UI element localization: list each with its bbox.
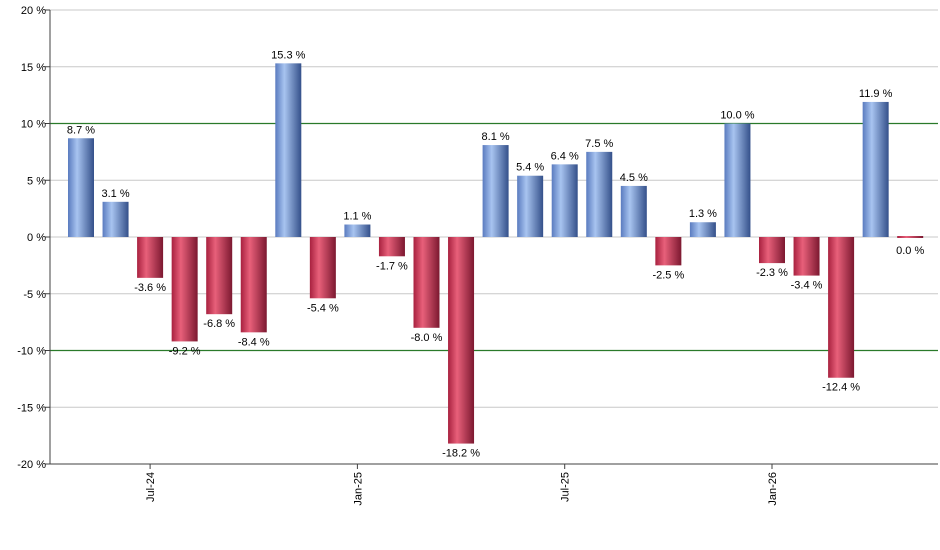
data-label: 10.0 % bbox=[720, 110, 754, 122]
data-label: 3.1 % bbox=[101, 188, 129, 200]
bar-negative bbox=[413, 237, 440, 328]
data-label: -3.4 % bbox=[791, 280, 823, 292]
data-label: 1.1 % bbox=[343, 211, 371, 223]
data-label: -18.2 % bbox=[442, 448, 480, 460]
x-tick-label: Jan-26 bbox=[767, 472, 779, 506]
bar-positive bbox=[68, 138, 94, 237]
bar-negative bbox=[171, 237, 198, 342]
x-tick-label: Jan-25 bbox=[352, 472, 364, 506]
bar-negative bbox=[448, 237, 475, 444]
bars-layer: 8.7 % 3.1 % -3.6 % -9.2 % -6.8 %-8.4 % 15.3 %… bbox=[67, 49, 925, 459]
data-label: 4.5 % bbox=[620, 172, 648, 184]
data-label: 1.3 % bbox=[689, 208, 717, 220]
bar-negative bbox=[793, 237, 820, 276]
data-label: -1.7 % bbox=[376, 260, 408, 272]
bar-positive bbox=[275, 63, 302, 237]
bar-negative bbox=[828, 237, 855, 378]
bar-negative bbox=[206, 237, 233, 315]
data-label: 5.4 % bbox=[516, 162, 544, 174]
data-label: -3.6 % bbox=[134, 282, 166, 294]
data-label: -6.8 % bbox=[203, 318, 235, 330]
bar-negative bbox=[137, 237, 164, 278]
data-label: 11.9 % bbox=[859, 88, 893, 100]
bar-positive bbox=[862, 101, 889, 237]
y-tick-label: -10 % bbox=[17, 346, 46, 358]
y-tick-label: 20 % bbox=[21, 5, 46, 17]
bar-negative bbox=[897, 236, 924, 238]
bar-positive bbox=[689, 222, 716, 237]
bar-positive bbox=[586, 151, 613, 237]
bar-negative bbox=[759, 237, 785, 264]
y-tick-label: -20 % bbox=[17, 459, 46, 471]
data-label: 15.3 % bbox=[271, 49, 305, 61]
bar-positive bbox=[517, 175, 544, 237]
data-label: 8.1 % bbox=[482, 131, 510, 143]
y-tick-label: -15 % bbox=[17, 402, 46, 414]
data-label: -8.0 % bbox=[411, 332, 443, 344]
bar-positive bbox=[344, 224, 371, 237]
y-tick-label: 15 % bbox=[21, 62, 46, 74]
x-tick-label: Jul-25 bbox=[560, 472, 572, 502]
bar-positive bbox=[620, 185, 647, 237]
x-tick-label: Jul-24 bbox=[145, 472, 157, 502]
data-label: -9.2 % bbox=[169, 345, 201, 357]
data-label: -5.4 % bbox=[307, 302, 339, 314]
bar-positive bbox=[482, 145, 509, 237]
bar-positive bbox=[724, 123, 751, 237]
y-tick-label: 5 % bbox=[27, 175, 46, 187]
bar-negative bbox=[655, 237, 682, 266]
data-label: 0.0 % bbox=[896, 245, 924, 257]
data-label: -8.4 % bbox=[238, 336, 270, 348]
data-label: 8.7 % bbox=[67, 124, 95, 136]
data-label: 6.4 % bbox=[551, 150, 579, 162]
data-label: -12.4 % bbox=[822, 382, 860, 394]
y-tick-label: -5 % bbox=[23, 289, 46, 301]
data-label: 7.5 % bbox=[585, 138, 613, 150]
bar-negative bbox=[378, 237, 405, 257]
data-label: -2.5 % bbox=[652, 269, 684, 281]
bar-negative bbox=[309, 237, 336, 299]
y-tick-label: 10 % bbox=[21, 119, 46, 131]
bar-positive bbox=[102, 201, 129, 237]
axis-layer: 20 % 15 % 10 % 5 % 0 % -5 % -10 % -15 % -20 % Jul… bbox=[17, 5, 938, 506]
bar-positive bbox=[551, 164, 578, 237]
bar-negative bbox=[240, 237, 267, 333]
data-label: -2.3 % bbox=[756, 267, 788, 279]
y-tick-label: 0 % bbox=[27, 232, 46, 244]
